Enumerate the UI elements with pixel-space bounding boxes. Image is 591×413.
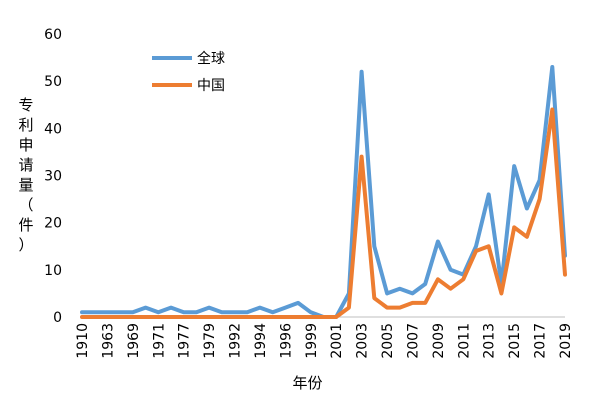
x-tick-label: 1969 — [126, 323, 142, 359]
x-tick-label: 2019 — [558, 323, 574, 359]
y-tick-label: 0 — [53, 310, 62, 326]
y-tick-label: 50 — [44, 74, 62, 90]
x-tick-label: 1977 — [177, 323, 193, 359]
x-tick-label: 2007 — [405, 323, 421, 359]
y-tick-label: 60 — [44, 27, 62, 43]
y-tick-label: 40 — [44, 121, 62, 137]
x-tick-label: 2003 — [355, 323, 371, 359]
x-tick-label: 2011 — [456, 323, 472, 359]
x-tick-label: 2015 — [507, 323, 523, 359]
series-line-china — [80, 107, 567, 319]
legend-label: 中国 — [197, 78, 225, 94]
x-tick-label: 1992 — [228, 323, 244, 359]
x-tick-label: 1971 — [151, 323, 167, 359]
y-tick-label: 30 — [44, 169, 62, 185]
y-tick-label: 10 — [44, 263, 62, 279]
x-axis-ticks: 1910 1963 1969 1971 1977 1979 1992 1994 1996 1999… — [75, 323, 574, 359]
x-tick-label: 1994 — [253, 323, 269, 359]
x-tick-label: 2013 — [482, 323, 498, 359]
x-tick-label: 2009 — [431, 323, 447, 359]
series-line-global — [80, 65, 567, 319]
x-tick-label: 1999 — [304, 323, 320, 359]
series-lines — [80, 65, 567, 319]
x-tick-label: 1979 — [202, 323, 218, 359]
y-axis-ticks: 0 10 20 30 40 50 60 — [44, 27, 62, 326]
x-tick-label: 2001 — [329, 323, 345, 359]
x-tick-label: 1910 — [75, 323, 91, 359]
x-tick-label: 2017 — [533, 323, 549, 359]
y-tick-label: 20 — [44, 216, 62, 232]
y-axis-title: 专利申请量（件） — [18, 96, 33, 254]
x-tick-label: 1996 — [278, 323, 294, 359]
legend-label: 全球 — [197, 50, 225, 67]
x-axis-title: 年份 — [292, 374, 322, 392]
x-tick-label: 1963 — [100, 323, 116, 359]
x-tick-label: 2005 — [380, 323, 396, 359]
